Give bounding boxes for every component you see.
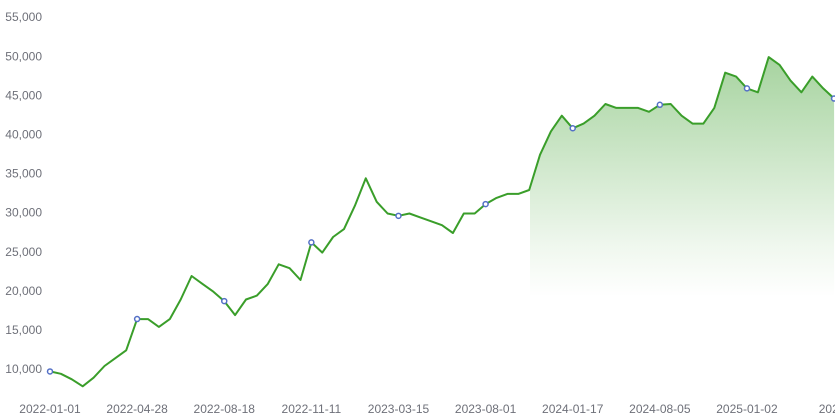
point-marker (656, 101, 664, 109)
y-tick-label: 15,000 (5, 323, 42, 337)
x-tick-label: 2025- (819, 402, 835, 416)
y-tick-label: 45,000 (5, 88, 42, 102)
x-tick-label: 2024-01-17 (542, 402, 604, 416)
y-tick-label: 55,000 (5, 10, 42, 24)
x-tick-label: 2022-11-11 (282, 402, 342, 416)
point-marker (830, 95, 835, 102)
point-marker (133, 315, 141, 323)
point-marker (569, 125, 576, 132)
y-tick-label: 25,000 (5, 245, 42, 259)
line-area (530, 57, 835, 400)
line (49, 56, 835, 388)
point-marker (482, 200, 489, 208)
y-tick-label: 30,000 (5, 206, 42, 220)
point-marker (46, 368, 54, 375)
x-tick-label: 2022-04-28 (106, 402, 168, 416)
y-tick-label: 40,000 (5, 127, 42, 141)
point-marker (743, 85, 751, 92)
x-tick-label: 2024-08-05 (629, 402, 691, 416)
point-marker (308, 239, 315, 246)
x-tick-label: 2022-01-01 (19, 402, 81, 416)
y-tick-label: 20,000 (5, 284, 42, 298)
point-marker (395, 212, 402, 220)
y-tick-label: 35,000 (5, 167, 42, 181)
point-marker (220, 297, 228, 305)
x-tick-label: 2023-08-01 (455, 402, 517, 416)
x-tick-label: 2022-08-18 (194, 402, 256, 416)
x-tick-label: 2025-01-02 (716, 402, 778, 416)
y-tick-label: 50,000 (5, 49, 42, 63)
x-tick-label: 2023-03-15 (368, 402, 430, 416)
y-tick-label: 10,000 (5, 362, 42, 376)
